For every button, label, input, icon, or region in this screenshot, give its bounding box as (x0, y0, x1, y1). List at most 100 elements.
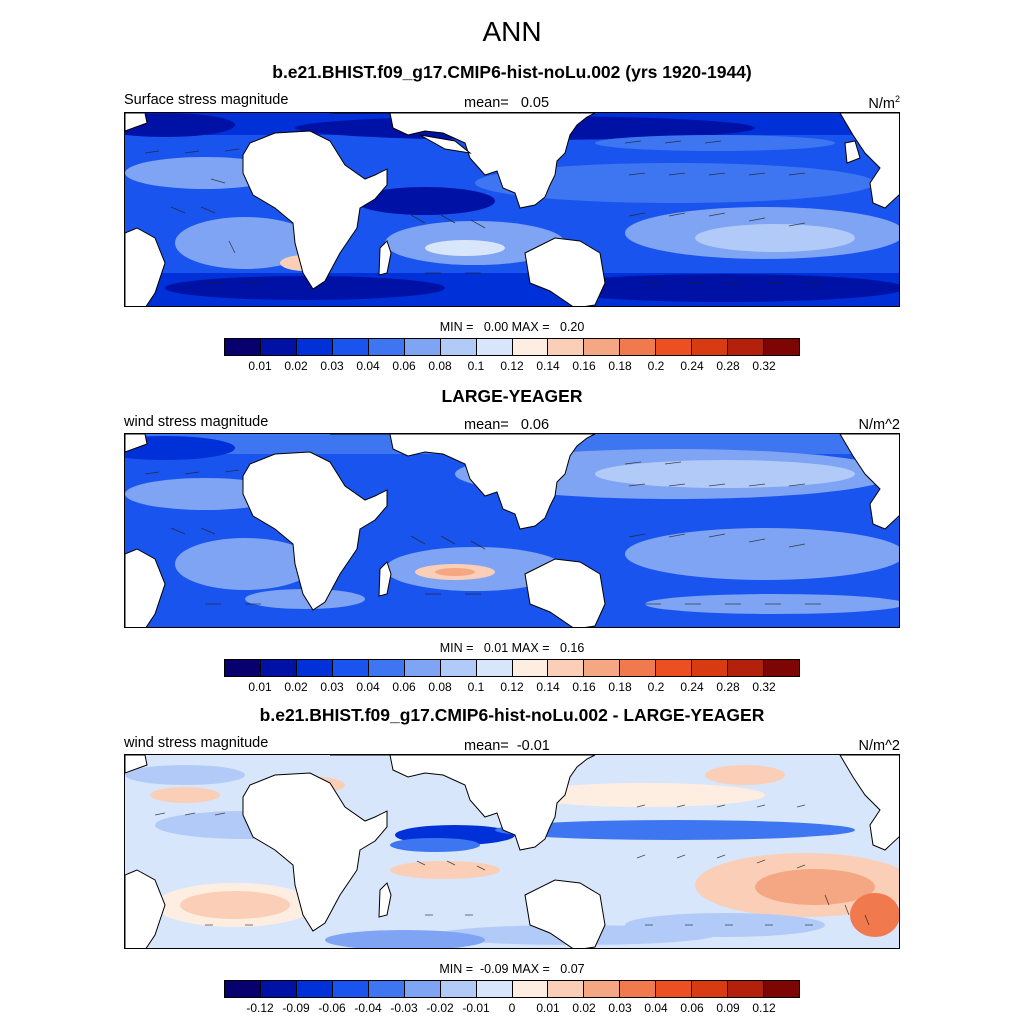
panel-2-colorbar-swatch (548, 660, 585, 676)
panel-1-colorbar-tick-label: 0.02 (284, 359, 308, 373)
panel-3-colorbar-tick-label: 0.09 (716, 1001, 740, 1015)
panel-2-colorbar-tick-label: 0.2 (647, 680, 665, 694)
panel-2-colorbar-ticks: 0.01 0.02 0.03 0.04 0.06 0.08 0.1 0.12 0.14 0.16 0… (224, 680, 800, 694)
panel-1-variable-label: Surface stress magnitude (124, 92, 289, 108)
panel-2-colorbar-swatch (296, 660, 333, 676)
panel-1-min-value: 0.00 (483, 320, 509, 334)
panel-2-minmax: MIN = 0.01 MAX = 0.16 (0, 641, 1024, 655)
panel-2-colorbar-tick-label: 0.12 (500, 680, 524, 694)
panel-1-colorbar-tick-label: 0.08 (428, 359, 452, 373)
panel-2-colorbar-tick-label: 0.24 (680, 680, 704, 694)
panel-3-colorbar-swatch (260, 981, 297, 997)
panel-1-colorbar-ticks: 0.01 0.02 0.03 0.04 0.06 0.08 0.1 0.12 0.14 0.16 0… (224, 359, 800, 373)
panel-3-min-value: -0.09 (480, 962, 509, 976)
panel-3-colorbar-swatch (764, 981, 799, 997)
panel-2-units: N/m^2 (858, 417, 900, 433)
panel-2-max-label: MAX = (511, 641, 550, 655)
panel-3-colorbar-tick-label: 0.06 (680, 1001, 704, 1015)
panel-1-colorbar-swatch (548, 339, 585, 355)
panel-2-colorbar-swatch (584, 660, 621, 676)
panel-1-mean-label: mean= (464, 95, 509, 111)
panel-1-title: b.e21.BHIST.f09_g17.CMIP6-hist-noLu.002 … (272, 62, 752, 82)
panel-1-mean: mean= 0.05 (464, 95, 549, 111)
panel-2-title: LARGE-YEAGER (441, 386, 583, 406)
panel-1-colorbar-swatch (296, 339, 333, 355)
panel-1-max-value: 0.20 (559, 320, 585, 334)
panel-3-colorbar-swatch (332, 981, 369, 997)
panel-2-colorbar-tick-label: 0.03 (320, 680, 344, 694)
panel-2-colorbar-swatch (620, 660, 657, 676)
panel-2-min-label: MIN = (439, 641, 474, 655)
panel-2-mean-label: mean= (464, 417, 509, 433)
panel-1-colorbar (224, 338, 800, 356)
panel-2-colorbar-swatch (512, 660, 549, 676)
panel-3-colorbar-swatch (368, 981, 405, 997)
panel-3-colorbar-tick-label: 0.12 (752, 1001, 776, 1015)
panel-1-colorbar-tick-label: 0.28 (716, 359, 740, 373)
panel-2-colorbar-swatch (225, 660, 261, 676)
panel-1-colorbar-swatch (332, 339, 369, 355)
panel-1-colorbar-swatch (260, 339, 297, 355)
panel-3-colorbar-swatch (512, 981, 549, 997)
panel-1-colorbar-tick-label: 0.24 (680, 359, 704, 373)
panel-3-colorbar-swatch (620, 981, 657, 997)
panel-2-mean: mean= 0.06 (464, 417, 549, 433)
panel-3-colorbar-tick-label: -0.03 (390, 1001, 418, 1015)
panel-1-colorbar-tick-label: 0.04 (356, 359, 380, 373)
panel-2-colorbar-tick-label: 0.06 (392, 680, 416, 694)
panel-3-colorbar-tick-label: -0.02 (426, 1001, 454, 1015)
panel-2-colorbar-tick-label: 0.01 (248, 680, 272, 694)
panel-2-colorbar-swatch (764, 660, 799, 676)
panel-1-units: N/m2 (868, 94, 900, 112)
panel-3-colorbar-swatch (692, 981, 729, 997)
panel-1-mean-value: 0.05 (520, 95, 550, 111)
panel-2-colorbar-tick-label: 0.02 (284, 680, 308, 694)
panel-2-colorbar-tick-label: 0.32 (752, 680, 776, 694)
panel-2-colorbar-swatch (440, 660, 477, 676)
panel-3-colorbar-swatch (476, 981, 513, 997)
panel-2-colorbar-tick-label: 0.16 (572, 680, 596, 694)
panel-1-colorbar-swatch (656, 339, 693, 355)
panel-3-minmax: MIN = -0.09 MAX = 0.07 (0, 962, 1024, 976)
panel-1-colorbar-swatch (620, 339, 657, 355)
panel-3-colorbar-tick-label: 0.02 (572, 1001, 596, 1015)
panel-1-colorbar-swatch (692, 339, 729, 355)
panel-1-colorbar-swatch (476, 339, 513, 355)
panel-1-colorbar-swatch (764, 339, 799, 355)
panel-2-variable-label: wind stress magnitude (124, 414, 269, 430)
panel-1-colorbar-tick-label: 0.1 (467, 359, 485, 373)
panel-3-max-label: MAX = (511, 962, 550, 976)
panel-1-colorbar-tick-label: 0.03 (320, 359, 344, 373)
panel-2-colorbar-swatch (728, 660, 765, 676)
panel-3-colorbar (224, 980, 800, 998)
panel-3-variable-label: wind stress magnitude (124, 735, 269, 751)
panel-3-colorbar-swatch (404, 981, 441, 997)
panel-2-colorbar-swatch (260, 660, 297, 676)
panel-1-minmax: MIN = 0.00 MAX = 0.20 (0, 320, 1024, 334)
panel-1-map (124, 112, 900, 307)
panel-1-colorbar-tick-label: 0.14 (536, 359, 560, 373)
panel-1-colorbar-swatch (584, 339, 621, 355)
panel-2-colorbar-tick-label: 0.1 (467, 680, 485, 694)
panel-2-colorbar-tick-label: 0.04 (356, 680, 380, 694)
panel-3-mean-value: -0.01 (516, 738, 550, 754)
panel-3-colorbar-tick-label: -0.06 (318, 1001, 346, 1015)
panel-3-max-value: 0.07 (560, 962, 585, 976)
panel-1-colorbar-tick-label: 0.01 (248, 359, 272, 373)
panel-3-colorbar-ticks: -0.12 -0.09 -0.06 -0.04 -0.03 -0.02 -0.01 0 0.01… (224, 1001, 800, 1015)
panel-3-colorbar-swatch (584, 981, 621, 997)
panel-2-map (124, 433, 900, 628)
panel-1-colorbar-tick-label: 0.16 (572, 359, 596, 373)
panel-3-colorbar-tick-label: -0.01 (462, 1001, 490, 1015)
panel-1-units-base: N/m (868, 95, 895, 112)
panel-3-min-label: MIN = (439, 962, 474, 976)
panel-1-colorbar-tick-label: 0.2 (647, 359, 665, 373)
panel-1-colorbar-swatch (728, 339, 765, 355)
panel-2-mean-value: 0.06 (520, 417, 550, 433)
panel-2-map-svg (125, 434, 899, 627)
panel-2-colorbar-swatch (404, 660, 441, 676)
panel-3-colorbar-swatch (440, 981, 477, 997)
panel-3-colorbar-swatch (656, 981, 693, 997)
panel-1-colorbar-swatch (404, 339, 441, 355)
panel-2-colorbar-tick-label: 0.18 (608, 680, 632, 694)
